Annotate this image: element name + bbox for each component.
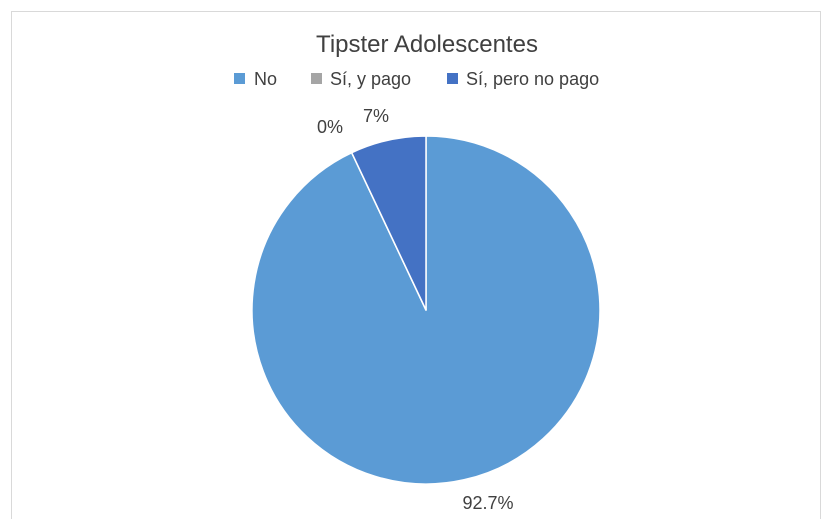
legend-swatch-si-pero-no-pago (447, 73, 458, 84)
data-label-si-y-pago: 0% (317, 117, 343, 137)
legend-label-no: No (254, 69, 277, 89)
pie-slices (251, 135, 601, 485)
data-label-si-pero-no-pago: 7% (363, 106, 389, 126)
legend: No Sí, y pago Sí, pero no pago (234, 69, 599, 89)
legend-swatch-no (234, 73, 245, 84)
legend-label-si-y-pago: Sí, y pago (330, 69, 411, 89)
legend-item-no: No (234, 69, 277, 89)
legend-swatch-si-y-pago (311, 73, 322, 84)
chart-title: Tipster Adolescentes (316, 31, 538, 58)
legend-item-si-y-pago: Sí, y pago (311, 69, 411, 89)
data-label-no: 92.7% (462, 493, 513, 513)
pie-slice-si-pero-no-pago (350, 135, 427, 311)
data-labels: 92.7% 0% 7% (317, 106, 514, 513)
legend-item-si-pero-no-pago: Sí, pero no pago (447, 69, 599, 89)
legend-label-si-pero-no-pago: Sí, pero no pago (466, 69, 599, 89)
